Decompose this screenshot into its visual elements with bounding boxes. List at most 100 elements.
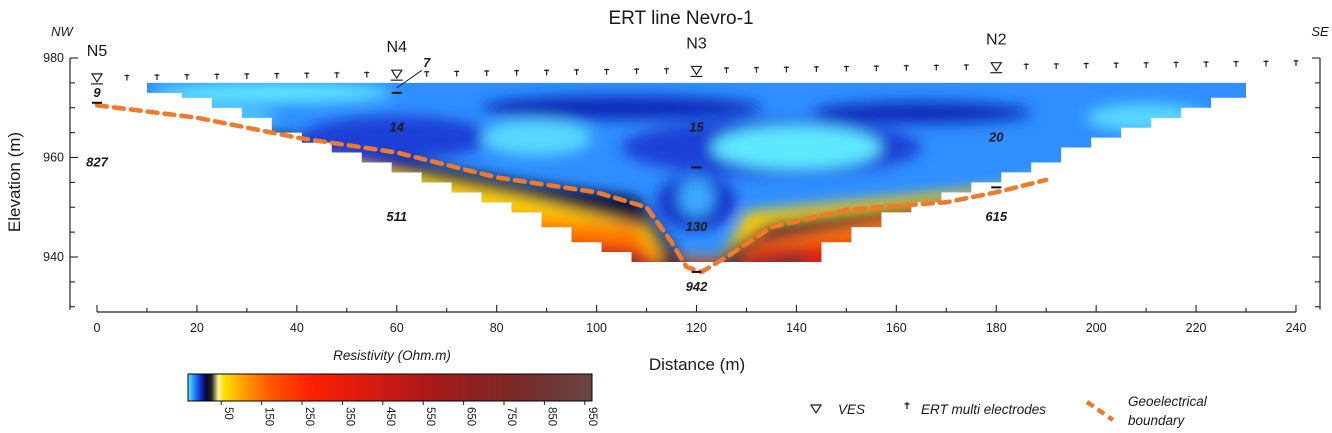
electrode-marker xyxy=(484,70,490,77)
colorbar-tick-label: 550 xyxy=(424,407,436,426)
resistivity-labels: 9 827 7 14 511 15 130 942 20 615 xyxy=(86,55,1008,294)
electrode-marker xyxy=(1023,63,1029,70)
legend-item-boundary: Geoelectrical boundary xyxy=(1085,394,1211,428)
chart-title: ERT line Nevro-1 xyxy=(608,8,753,29)
ves-label: N4 xyxy=(387,39,408,56)
x-tick-label: 160 xyxy=(886,321,907,335)
electrode-marker xyxy=(1203,61,1209,68)
electrode-icon xyxy=(904,402,910,409)
x-axis-label: Distance (m) xyxy=(649,355,745,374)
x-tick-label: 240 xyxy=(1286,321,1307,335)
colorbar-tick-label: 150 xyxy=(263,407,275,426)
electrode-marker xyxy=(783,66,789,73)
legend-item-ves: VES xyxy=(809,402,865,417)
electrode-marker xyxy=(334,71,340,78)
light-zone-d xyxy=(1086,103,1207,132)
resistivity-section xyxy=(146,82,1247,262)
warm-zone xyxy=(246,147,1122,262)
ves-icon xyxy=(90,73,104,84)
colorbar-title: Resistivity (Ohm.m) xyxy=(333,348,451,363)
light-zone-f xyxy=(678,177,715,218)
legend-label-electrodes: ERT multi electrodes xyxy=(921,402,1046,417)
ves-marker-n5: N5 xyxy=(87,43,107,85)
y-axis-label: Elevation (m) xyxy=(5,132,24,232)
x-tick-label: 120 xyxy=(686,321,707,335)
electrode-marker xyxy=(214,73,220,80)
geoelectrical-boundary-line xyxy=(94,103,1049,275)
y-tick-label: 960 xyxy=(43,151,64,165)
electrode-marker xyxy=(963,64,969,71)
electrode-marker xyxy=(574,68,580,75)
colorbar-tick-label: 50 xyxy=(222,407,234,420)
x-tick-label: 60 xyxy=(390,321,404,335)
conductive-zone-d xyxy=(811,101,1032,124)
electrode-marker xyxy=(184,73,190,80)
resistivity-label: 942 xyxy=(686,279,708,294)
legend-label-ves: VES xyxy=(838,402,865,417)
colorbar-tick-label: 250 xyxy=(303,407,315,426)
electrode-marker xyxy=(304,72,310,79)
ves-icon xyxy=(690,65,703,76)
resistivity-label: 827 xyxy=(86,154,108,169)
legend-label-boundary: Geoelectrical boundary xyxy=(1128,394,1211,428)
electrode-marker xyxy=(1233,60,1239,67)
colorbar-tick-label: 950 xyxy=(586,407,598,426)
y-tick-label: 980 xyxy=(43,51,64,65)
ves-label: N3 xyxy=(686,35,707,52)
ves-icon xyxy=(390,69,403,80)
x-tick-label: 40 xyxy=(290,321,304,335)
light-zone-c xyxy=(711,125,882,170)
electrode-marker xyxy=(274,72,280,79)
direction-se: SE xyxy=(1311,24,1329,39)
electrode-marker xyxy=(244,73,250,80)
ves-icon xyxy=(990,62,1003,72)
ves-marker-n3: N3 xyxy=(686,35,707,78)
resistivity-label: 7 xyxy=(423,55,431,70)
electrode-marker xyxy=(514,69,520,76)
x-tick-label: 0 xyxy=(94,321,101,335)
colorbar-tick-label: 850 xyxy=(545,407,557,426)
ves-marker-n2: N2 xyxy=(986,32,1007,74)
electrode-marker xyxy=(1113,62,1119,69)
conductive-zone-c xyxy=(481,95,762,120)
y-tick-label: 940 xyxy=(43,250,64,264)
electrode-marker xyxy=(424,70,430,77)
legend: VES ERT multi electrodes Geoelectrical b… xyxy=(809,394,1211,428)
electrode-marker xyxy=(364,71,370,78)
resistivity-label: 615 xyxy=(985,209,1007,224)
electrode-marker xyxy=(124,74,130,81)
axes: 940 960 980 0 20 40 60 80 100 120 140 160 180 200 220 2… xyxy=(43,51,1321,335)
electrode-marker xyxy=(1083,62,1089,69)
ves-icon xyxy=(809,404,823,415)
boundary-icon xyxy=(1085,400,1115,422)
electrode-marker xyxy=(634,68,640,75)
electrode-marker xyxy=(813,65,819,72)
electrode-marker xyxy=(454,70,460,77)
light-zone-a xyxy=(151,82,392,103)
x-tick-label: 100 xyxy=(586,321,607,335)
colorbar-tick-label: 350 xyxy=(343,407,355,426)
resistivity-label: 9 xyxy=(93,85,101,100)
conductive-zone-a xyxy=(301,115,492,160)
ves-markers: N5 N4 N3 N2 xyxy=(87,32,1007,273)
electrode-marker xyxy=(1143,61,1149,68)
resistivity-label: 20 xyxy=(988,130,1004,145)
colorbar-tick-label: 450 xyxy=(384,407,396,426)
electrode-marker xyxy=(1263,60,1269,67)
electrode-marker xyxy=(1293,59,1299,66)
colorbar-ramp xyxy=(187,373,593,402)
x-tick-label: 220 xyxy=(1186,321,1207,335)
colorbar-tick-label: 750 xyxy=(505,407,517,426)
electrode-marker xyxy=(903,64,909,71)
x-tick-label: 180 xyxy=(986,321,1007,335)
electrode-marker xyxy=(544,69,550,76)
x-tick-label: 80 xyxy=(490,321,504,335)
electrode-marker xyxy=(604,68,610,75)
electrode-marker xyxy=(723,67,729,74)
resistivity-label: 511 xyxy=(386,209,407,224)
direction-nw: NW xyxy=(51,24,74,39)
electrode-marker xyxy=(1053,62,1059,69)
electrode-marker xyxy=(843,65,849,72)
colorbar-ticks: 50 150 250 350 450 550 650 750 850 950 xyxy=(220,401,598,426)
colorbar: Resistivity (Ohm.m) 50 150 250 350 450 550 650… xyxy=(187,348,598,426)
